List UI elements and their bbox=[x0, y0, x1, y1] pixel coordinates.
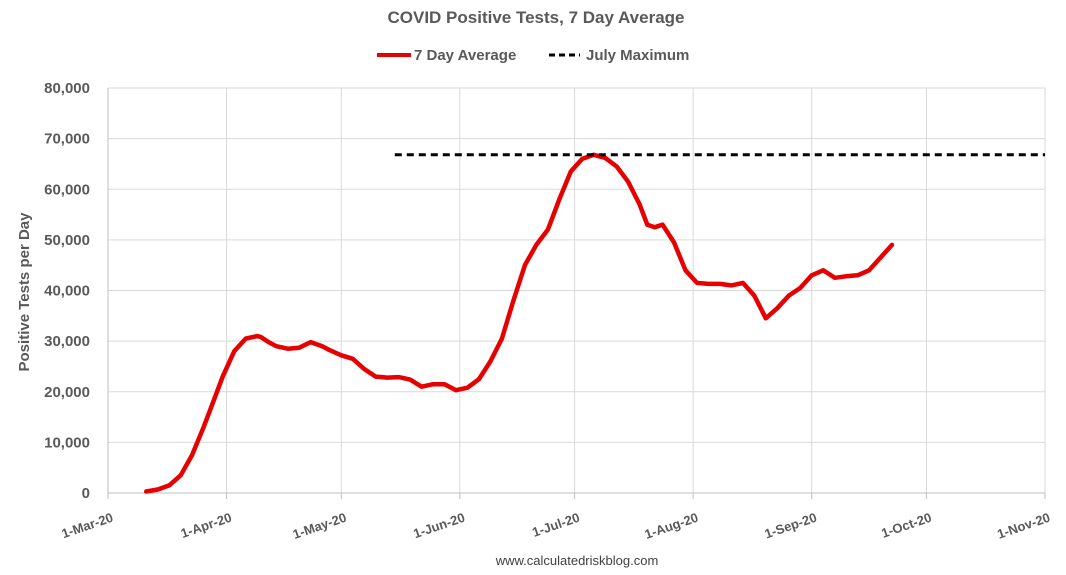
footer-source: www.calculatedriskblog.com bbox=[495, 553, 659, 568]
gridlines bbox=[108, 87, 1046, 493]
y-tick-label: 10,000 bbox=[44, 434, 90, 451]
legend-label-july-maximum: July Maximum bbox=[586, 47, 689, 64]
legend-label-7-day-average: 7 Day Average bbox=[414, 47, 516, 64]
y-tick-label: 70,000 bbox=[44, 131, 90, 148]
x-tick-label: 1-Apr-20 bbox=[179, 510, 234, 541]
y-tick-labels: 0 10,000 20,000 30,000 40,000 50,000 60,000 70,… bbox=[44, 80, 90, 502]
x-tick-label: 1-Jul-20 bbox=[530, 510, 581, 540]
x-tick-label: 1-Sep-20 bbox=[763, 510, 819, 542]
y-tick-label: 20,000 bbox=[44, 384, 90, 401]
legend: 7 Day Average July Maximum bbox=[377, 47, 689, 64]
y-tick-label: 60,000 bbox=[44, 181, 90, 198]
x-tick-label: 1-Nov-20 bbox=[995, 510, 1052, 542]
y-tick-label: 50,000 bbox=[44, 232, 90, 249]
series-lines bbox=[143, 152, 1045, 494]
y-tick-label: 0 bbox=[82, 485, 90, 502]
y-axis-label: Positive Tests per Day bbox=[16, 212, 33, 372]
y-tick-label: 80,000 bbox=[44, 80, 90, 97]
y-tick-label: 40,000 bbox=[44, 283, 90, 300]
x-tick-label: 1-Mar-20 bbox=[60, 510, 115, 542]
x-tick-label: 1-Jun-20 bbox=[411, 510, 466, 542]
series-line-7-day-average bbox=[143, 152, 895, 494]
x-tick-label: 1-Aug-20 bbox=[643, 510, 700, 542]
axes bbox=[107, 88, 1046, 499]
chart-title: COVID Positive Tests, 7 Day Average bbox=[388, 8, 685, 27]
x-tick-label: 1-Oct-20 bbox=[879, 510, 933, 541]
y-tick-label: 30,000 bbox=[44, 333, 90, 350]
x-tick-label: 1-May-20 bbox=[291, 510, 348, 542]
x-tick-labels: 1-Mar-20 1-Apr-20 1-May-20 1-Jun-20 1-Jul-20… bbox=[60, 510, 1052, 542]
